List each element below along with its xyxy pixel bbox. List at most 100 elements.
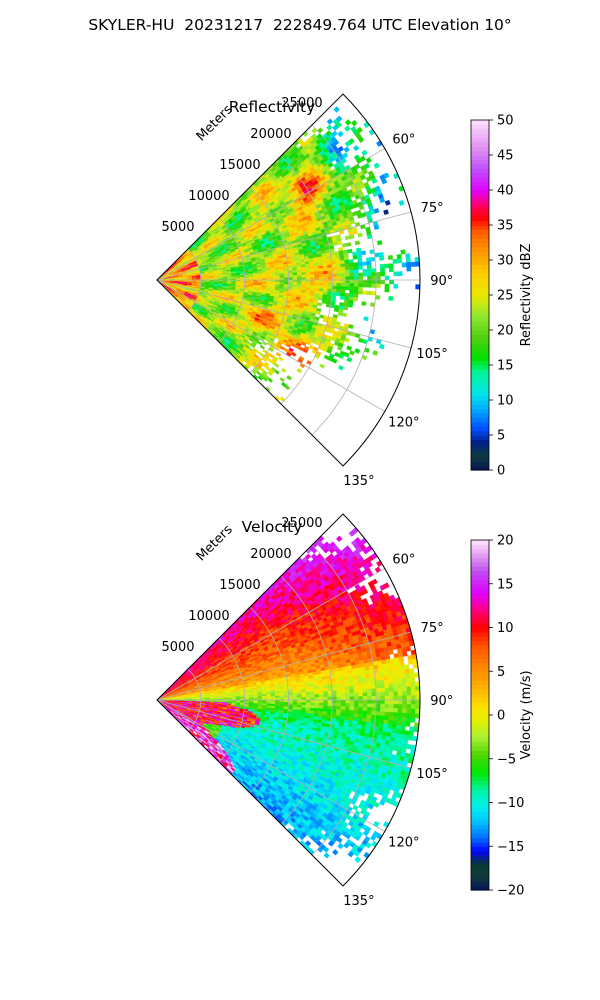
velocity-colorbar-segment [471, 855, 489, 860]
velocity-colorbar-segment [471, 820, 489, 825]
reflectivity-angle-tick-label: 120° [388, 415, 419, 430]
reflectivity-colorbar-segment [471, 255, 489, 261]
reflectivity-colorbar-segment [471, 176, 489, 182]
velocity-radial-tick-label: 15000 [219, 578, 260, 593]
velocity-colorbar-segment [471, 684, 489, 690]
reflectivity-colorbar-segment [471, 356, 489, 362]
reflectivity-colorbar-segment [471, 159, 489, 165]
reflectivity-colorbar-segment [471, 150, 489, 156]
reflectivity-colorbar-segment [471, 443, 489, 449]
velocity-title: Velocity [242, 518, 303, 536]
reflectivity-colorbar-segment [471, 281, 489, 287]
reflectivity-colorbar-segment [471, 351, 489, 357]
velocity-colorbar-segment [471, 706, 489, 712]
reflectivity-colorbar-tick-label: 50 [497, 114, 514, 129]
reflectivity-colorbar-segment [471, 461, 489, 467]
reflectivity-colorbar-segment [471, 334, 489, 340]
velocity-colorbar-segment [471, 596, 489, 602]
velocity-colorbar-segment [471, 614, 489, 620]
velocity-colorbar-segment [471, 789, 489, 795]
reflectivity-colorbar-segment [471, 181, 489, 187]
velocity-colorbar-segment [471, 837, 489, 843]
velocity-angle-tick-label: 90° [430, 694, 453, 709]
velocity-angle-tick-label: 75° [421, 621, 444, 636]
velocity-azimuth-spoke [156, 568, 385, 701]
velocity-colorbar-segment [471, 710, 489, 716]
velocity-angle-tick-label: 135° [343, 894, 374, 909]
velocity-colorbar-segment [471, 618, 489, 624]
velocity-colorbar-segment [471, 548, 489, 554]
reflectivity-radial-tick-label: 25000 [281, 96, 322, 111]
velocity-angle-tick-label: 120° [388, 835, 419, 850]
velocity-colorbar-segment [471, 662, 489, 668]
velocity-colorbar-segment [471, 631, 489, 637]
reflectivity-colorbar-segment [471, 330, 489, 335]
velocity-colorbar-segment [471, 868, 489, 874]
reflectivity-colorbar-tick-label: 15 [497, 359, 514, 374]
reflectivity-colorbar-segment [471, 268, 489, 274]
reflectivity-colorbar-tick-label: 0 [497, 464, 505, 479]
velocity-colorbar-segment [471, 610, 489, 615]
reflectivity-colorbar-segment [471, 325, 489, 331]
reflectivity-colorbar-segment [471, 465, 489, 471]
reflectivity-colorbar-segment [471, 343, 489, 349]
velocity-colorbar-tick-label: 10 [497, 621, 514, 636]
reflectivity-colorbar-segment [471, 365, 489, 370]
velocity-colorbar-segment [471, 885, 489, 891]
reflectivity-colorbar-segment [471, 378, 489, 384]
velocity-colorbar-tick-label: −10 [497, 796, 524, 811]
velocity-plot: 60° 75° 90° 105° 120° 135° 5000 10000 15000 20000… [156, 513, 534, 909]
reflectivity-colorbar-segment [471, 273, 489, 279]
velocity-colorbar-tick-label: −5 [497, 752, 516, 767]
velocity-colorbar-segment [471, 728, 489, 734]
reflectivity-colorbar-segment [471, 216, 489, 222]
velocity-colorbar-segment [471, 566, 489, 572]
velocity-colorbar-segment [471, 557, 489, 563]
reflectivity-colorbar-segment [471, 233, 489, 239]
reflectivity-colorbar-segment [471, 369, 489, 375]
reflectivity-colorbar-segment [471, 225, 489, 230]
reflectivity-plot: 60° 75° 90° 105° 120° 135° 5000 10000 15000 20000… [156, 93, 534, 489]
velocity-colorbar-segment [471, 758, 489, 764]
reflectivity-colorbar-segment [471, 448, 489, 454]
reflectivity-angle-tick-label: 60° [392, 133, 415, 148]
velocity-colorbar-segment [471, 645, 489, 650]
velocity-colorbar-segment [471, 824, 489, 830]
velocity-colorbar-tick-label: 5 [497, 665, 505, 680]
reflectivity-angle-tick-label: 135° [343, 474, 374, 489]
velocity-colorbar-segment [471, 811, 489, 817]
velocity-colorbar-segment [471, 793, 489, 799]
reflectivity-angle-tick-label: 90° [430, 274, 453, 289]
reflectivity-colorbar-tick-label: 10 [497, 394, 514, 409]
reflectivity-colorbar-segment [471, 124, 489, 130]
reflectivity-angle-tick-label: 75° [421, 201, 444, 216]
velocity-colorbar-segment [471, 850, 489, 856]
reflectivity-colorbar-segment [471, 404, 489, 410]
reflectivity-colorbar: 0 5 10 15 20 25 30 35 40 45 50 Reflectivity dBZ [470, 114, 534, 479]
reflectivity-azimuth-spoke [156, 211, 412, 281]
reflectivity-colorbar-segment [471, 198, 489, 204]
reflectivity-colorbar-segment [471, 303, 489, 309]
reflectivity-colorbar-segment [471, 120, 489, 125]
reflectivity-colorbar-segment [471, 246, 489, 252]
reflectivity-colorbar-segment [471, 395, 489, 401]
velocity-colorbar-segment [471, 806, 489, 812]
velocity-colorbar-segment [471, 640, 489, 646]
velocity-colorbar-segment [471, 846, 489, 852]
velocity-azimuth-spoke [156, 631, 412, 701]
reflectivity-colorbar-segment [471, 430, 489, 436]
velocity-colorbar-segment [471, 750, 489, 755]
velocity-colorbar-segment [471, 579, 489, 585]
reflectivity-colorbar-segment [471, 312, 489, 318]
velocity-colorbar-segment [471, 680, 489, 685]
velocity-colorbar-segment [471, 741, 489, 747]
velocity-colorbar-segment [471, 601, 489, 607]
velocity-axes-outline [156, 513, 421, 887]
velocity-colorbar-segment [471, 841, 489, 847]
reflectivity-azimuth-spoke [156, 148, 385, 281]
velocity-colorbar-segment [471, 649, 489, 655]
reflectivity-colorbar-segment [471, 251, 489, 257]
velocity-colorbar-segment [471, 872, 489, 878]
